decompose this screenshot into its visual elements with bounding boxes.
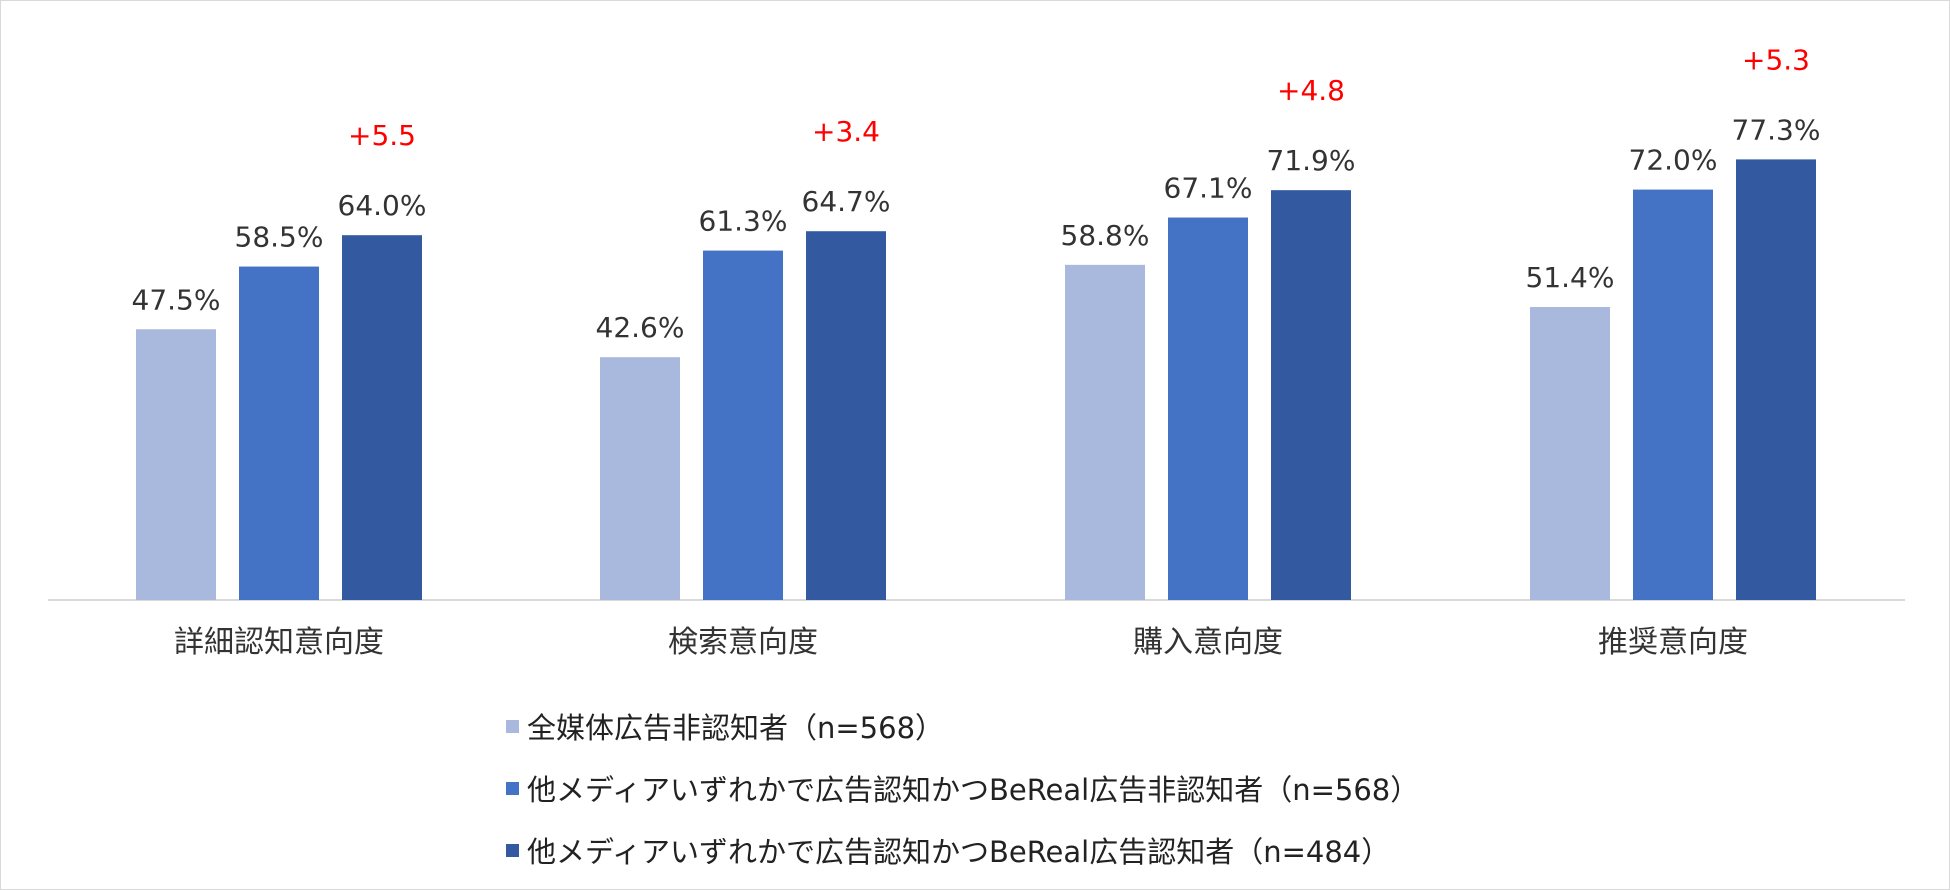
legend: 全媒体広告非認知者（n=568） 他メディアいずれかで広告認知かつBeReal広… xyxy=(506,695,1419,881)
legend-swatch-series-2 xyxy=(506,781,519,795)
data-label-2-series-3: 64.7% xyxy=(802,185,891,218)
data-label-2-series-2: 61.3% xyxy=(699,205,788,238)
diff-annotation-3: +4.8 xyxy=(1277,74,1345,107)
legend-item-series-3: 他メディアいずれかで広告認知かつBeReal広告認知者（n=484） xyxy=(506,819,1419,881)
data-label-4-series-1: 51.4% xyxy=(1526,261,1615,294)
bar-3-series-3 xyxy=(1271,190,1351,601)
diff-annotation-4: +5.3 xyxy=(1742,43,1810,76)
data-label-4-series-3: 77.3% xyxy=(1732,113,1821,146)
bar-2-series-2 xyxy=(703,250,783,600)
bar-2-series-1 xyxy=(600,357,680,600)
x-tick-label-1: 詳細認知意向度 xyxy=(174,625,384,660)
bar-1-series-3 xyxy=(342,235,422,600)
data-label-1-series-2: 58.5% xyxy=(235,221,324,254)
bar-4-series-1 xyxy=(1530,307,1610,600)
data-label-1-series-3: 64.0% xyxy=(338,189,427,222)
bar-3-series-1 xyxy=(1065,264,1145,600)
bar-3-series-2 xyxy=(1168,217,1248,600)
bar-1-series-2 xyxy=(239,266,319,600)
bar-4-series-3 xyxy=(1736,159,1816,600)
x-tick-label-2: 検索意向度 xyxy=(668,625,818,660)
bar-1-series-1 xyxy=(136,329,216,600)
legend-item-series-2: 他メディアいずれかで広告認知かつBeReal広告非認知者（n=568） xyxy=(506,757,1419,819)
bar-2-series-3 xyxy=(806,231,886,600)
bar-4-series-2 xyxy=(1633,189,1713,600)
data-label-1-series-1: 47.5% xyxy=(132,283,221,316)
diff-annotation-2: +3.4 xyxy=(812,115,880,148)
x-tick-label-4: 推奨意向度 xyxy=(1598,625,1748,660)
legend-label-series-1: 全媒体広告非認知者（n=568） xyxy=(527,711,945,745)
data-label-2-series-1: 42.6% xyxy=(596,311,685,344)
legend-label-series-3: 他メディアいずれかで広告認知かつBeReal広告認知者（n=484） xyxy=(527,835,1391,869)
data-label-3-series-3: 71.9% xyxy=(1267,144,1356,177)
data-label-4-series-2: 72.0% xyxy=(1629,144,1718,177)
diff-annotation-1: +5.5 xyxy=(348,119,416,152)
data-label-3-series-2: 67.1% xyxy=(1164,172,1253,205)
legend-swatch-series-1 xyxy=(506,719,519,733)
legend-label-series-2: 他メディアいずれかで広告認知かつBeReal広告非認知者（n=568） xyxy=(527,773,1420,807)
legend-item-series-1: 全媒体広告非認知者（n=568） xyxy=(506,695,1419,757)
x-tick-label-3: 購入意向度 xyxy=(1133,625,1283,660)
legend-swatch-series-3 xyxy=(506,843,519,857)
data-label-3-series-1: 58.8% xyxy=(1061,219,1150,252)
